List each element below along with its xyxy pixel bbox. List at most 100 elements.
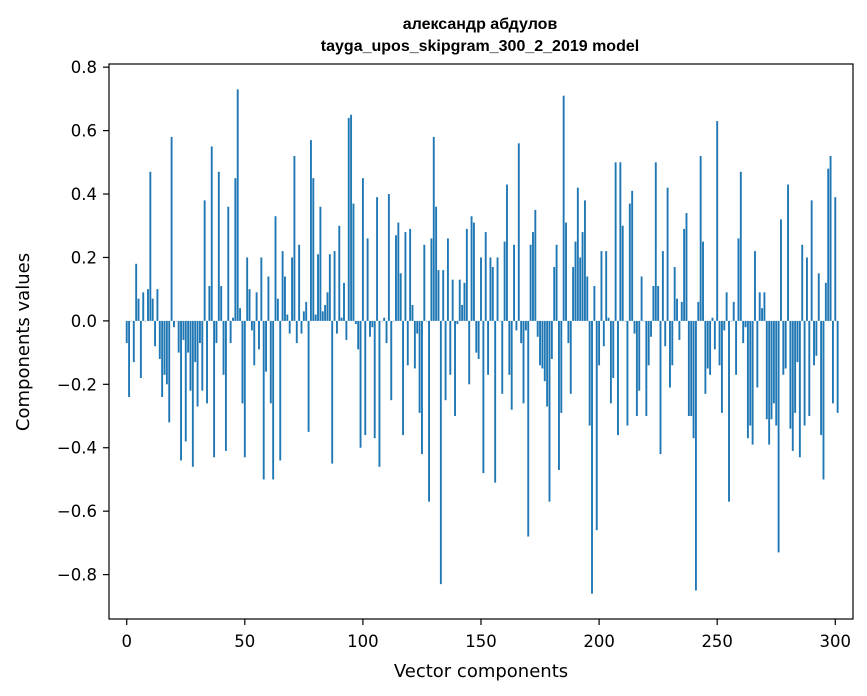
bar (569, 320, 572, 394)
bar (421, 320, 423, 455)
bar (463, 282, 466, 321)
bar (206, 320, 208, 404)
bar (182, 320, 185, 340)
bar (836, 320, 839, 413)
bar (515, 320, 518, 331)
bar (253, 320, 256, 366)
x-tick-label: 300 (820, 632, 852, 651)
bar (480, 257, 482, 321)
bar (132, 320, 135, 363)
y-tick-label: 0.0 (71, 312, 97, 331)
bar (718, 320, 721, 366)
y-tick-label: 0.2 (71, 248, 97, 267)
bar (291, 257, 293, 321)
bar (491, 266, 494, 321)
bar (446, 238, 449, 321)
bar (158, 320, 161, 359)
bar (503, 241, 506, 321)
bar (709, 320, 712, 375)
bar (702, 241, 704, 321)
bar (343, 282, 345, 321)
bar (125, 320, 128, 344)
bar (628, 203, 631, 321)
bar (728, 320, 730, 502)
bar (399, 273, 402, 321)
bar (262, 320, 265, 480)
bar (300, 320, 303, 334)
bar (163, 320, 166, 375)
bar (539, 320, 541, 366)
bar (817, 273, 820, 321)
bar (664, 320, 667, 347)
bar (227, 206, 230, 321)
bar (614, 162, 617, 321)
bar (357, 320, 360, 350)
bar (213, 320, 216, 458)
bar (352, 203, 355, 321)
bar (607, 317, 610, 321)
y-tick-label: −0.6 (57, 502, 97, 521)
bar (276, 298, 279, 321)
bar (524, 320, 527, 331)
bar (345, 320, 348, 340)
bar (184, 320, 187, 442)
bar (194, 320, 197, 363)
bar (265, 320, 268, 372)
bar (279, 320, 282, 461)
bar (371, 320, 374, 328)
bar (317, 254, 319, 321)
bar (746, 320, 749, 439)
bar (413, 320, 416, 369)
bar (532, 232, 534, 321)
bar (494, 320, 497, 483)
bar (574, 241, 577, 321)
y-tick-label: −0.2 (57, 375, 97, 394)
bar (770, 320, 773, 420)
bar (383, 317, 386, 321)
bar (187, 320, 190, 353)
bar (288, 320, 291, 334)
bar (713, 320, 716, 350)
bar (255, 292, 258, 321)
bar (364, 320, 367, 436)
bar (546, 320, 549, 407)
bar (489, 257, 492, 321)
x-axis-label: Vector components (394, 661, 568, 682)
bar (208, 286, 211, 321)
bar (758, 292, 761, 321)
bar (333, 251, 336, 321)
bar (180, 320, 182, 461)
bar (198, 320, 201, 344)
bar (558, 320, 560, 470)
bar (142, 292, 145, 321)
bar (369, 320, 371, 337)
bar (210, 146, 213, 321)
bar (522, 320, 525, 404)
y-tick-label: 0.8 (71, 58, 97, 77)
bar (631, 190, 634, 321)
bar (137, 298, 140, 321)
bar (676, 298, 678, 321)
bar (711, 317, 714, 321)
bar (692, 320, 695, 439)
bar (780, 219, 782, 321)
bar (602, 320, 605, 347)
bar (395, 235, 397, 321)
y-tick-label: −0.4 (57, 439, 97, 458)
bar (508, 320, 511, 375)
bar (787, 184, 789, 321)
bar (406, 320, 409, 366)
bar (442, 270, 445, 321)
bar (298, 244, 301, 321)
bar (640, 276, 643, 321)
bar (416, 320, 419, 334)
bar (831, 320, 834, 404)
bar (267, 276, 270, 321)
bar (510, 320, 513, 410)
bar (387, 194, 390, 321)
bar (612, 320, 615, 378)
bar (796, 320, 799, 363)
y-tick-label: 0.4 (71, 185, 97, 204)
bar (397, 222, 400, 321)
